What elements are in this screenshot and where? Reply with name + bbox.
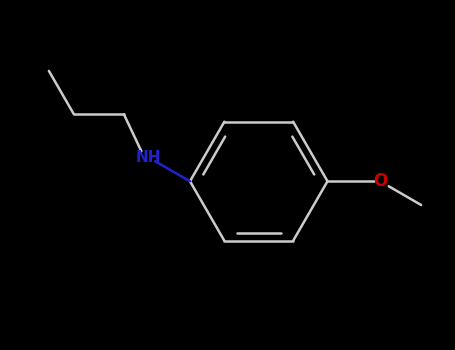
Text: O: O — [373, 172, 387, 190]
Text: NH: NH — [136, 150, 162, 165]
